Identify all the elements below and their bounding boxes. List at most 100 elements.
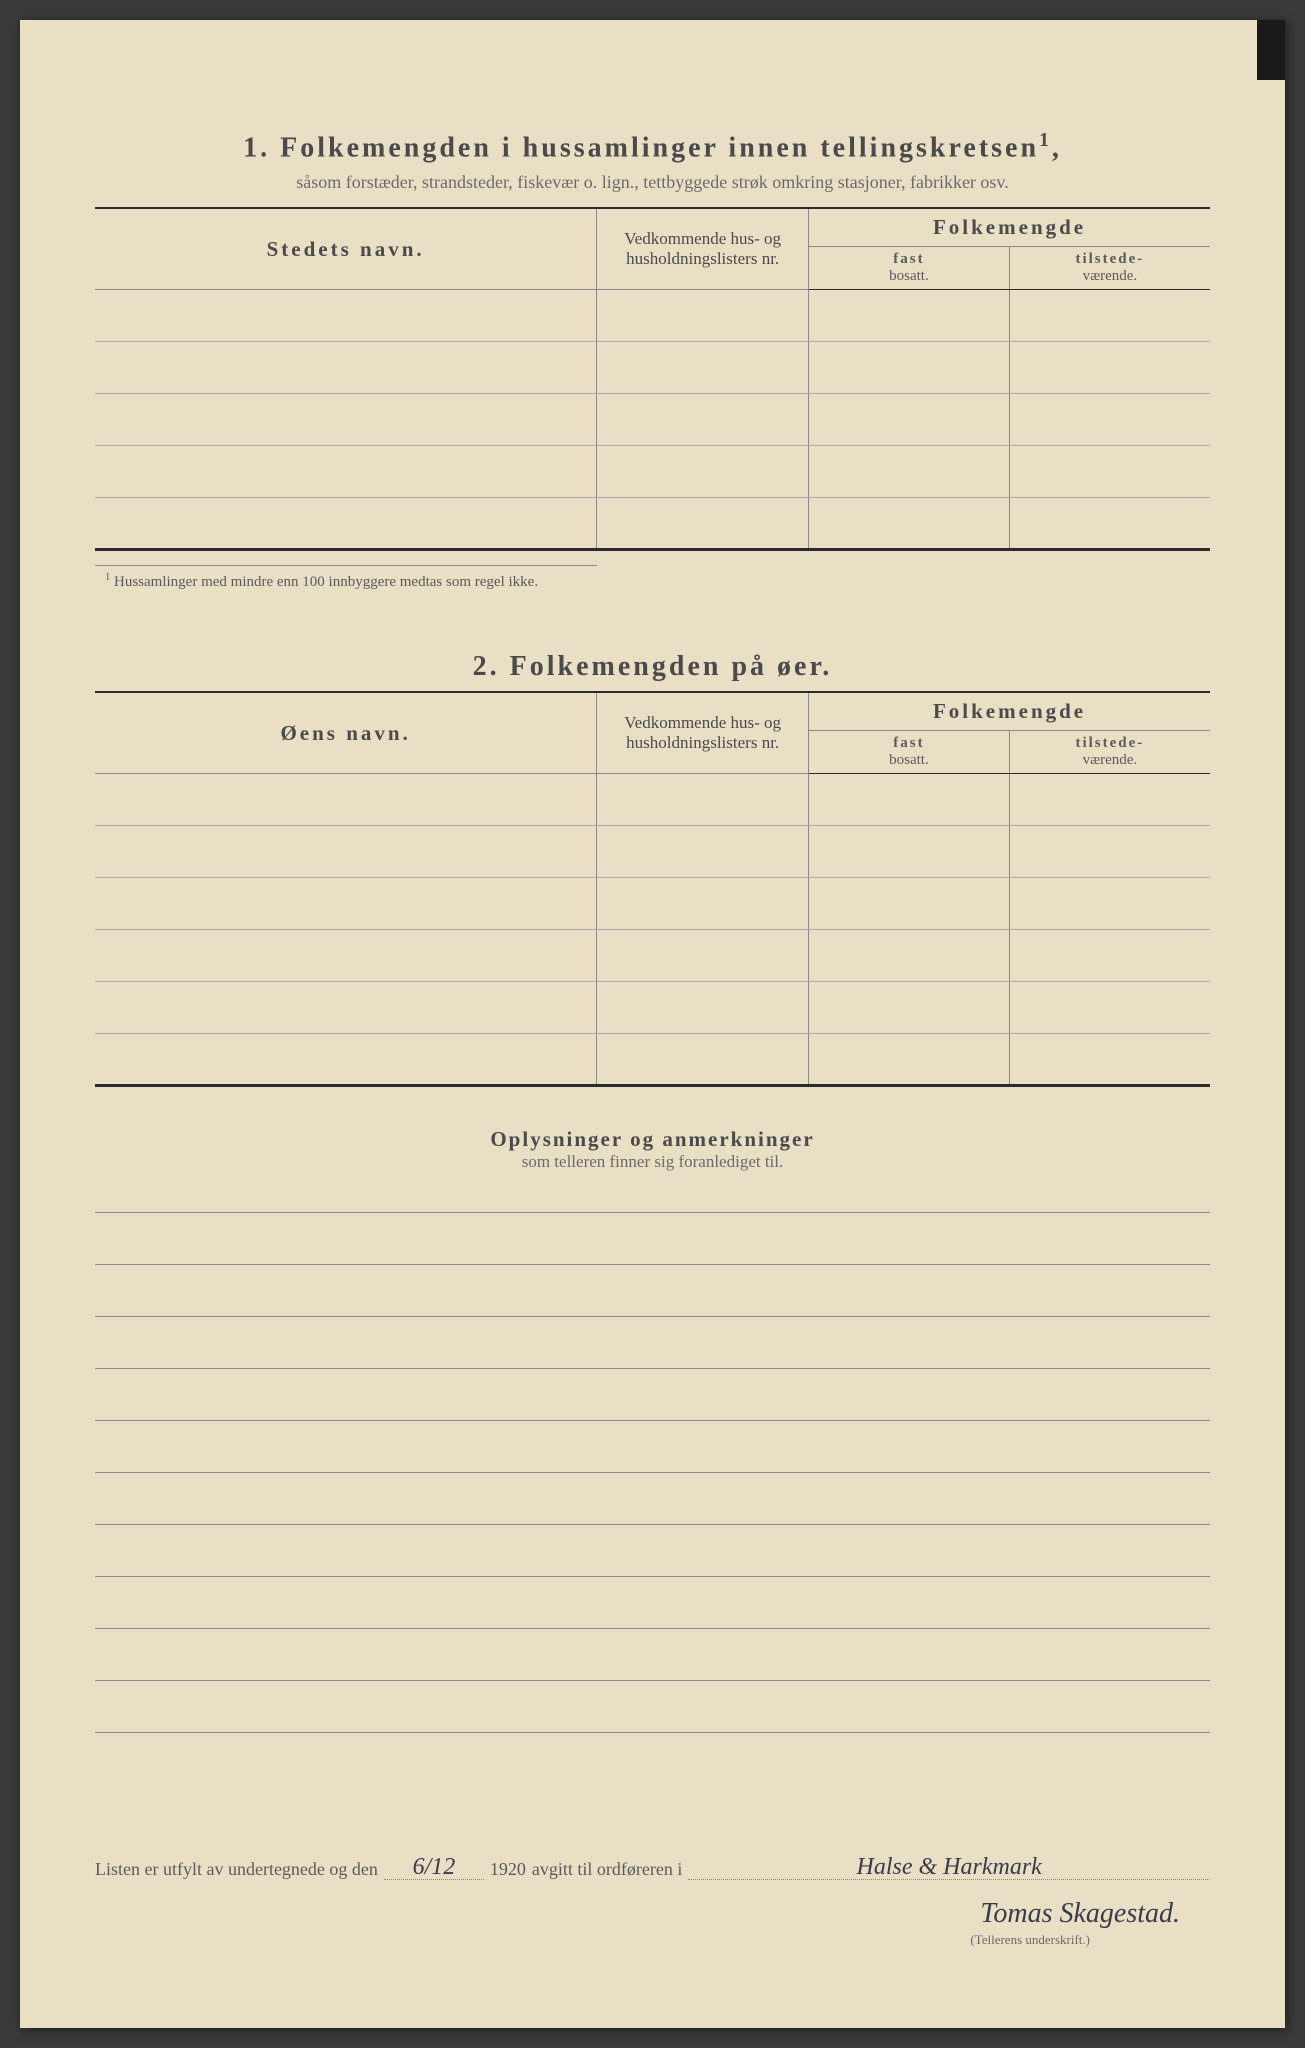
col-header-population: Folkemengde xyxy=(809,208,1210,247)
signature-line: Listen er utfylt av undertegnede og den … xyxy=(95,1855,1210,1880)
ruled-line xyxy=(95,1577,1210,1629)
table-row xyxy=(95,930,1210,982)
fast-top: fast xyxy=(813,251,1005,268)
col-header-fast-2: fast bosatt. xyxy=(809,731,1010,774)
section-1-number: 1. xyxy=(243,132,270,163)
table-cell xyxy=(809,1034,1010,1086)
table-row xyxy=(95,774,1210,826)
table-cell xyxy=(597,878,809,930)
ruled-line xyxy=(95,1421,1210,1473)
table-cell xyxy=(597,290,809,342)
sig-prefix: Listen er utfylt av undertegnede og den xyxy=(95,1859,378,1880)
table-cell xyxy=(809,878,1010,930)
table-cell xyxy=(1009,290,1210,342)
table-cell xyxy=(809,826,1010,878)
section-2-title: 2. Folkemengden på øer. xyxy=(95,651,1210,683)
table-row xyxy=(95,826,1210,878)
table-cell xyxy=(95,1034,597,1086)
table-row xyxy=(95,446,1210,498)
tilstede-top: tilstede- xyxy=(1014,251,1206,268)
table-cell xyxy=(597,446,809,498)
section-1-subtitle: såsom forstæder, strandsteder, fiskevær … xyxy=(95,172,1210,193)
remarks-lines xyxy=(95,1212,1210,1733)
sig-date: 6/12 xyxy=(384,1855,484,1880)
table-cell xyxy=(95,930,597,982)
archive-edge-tab xyxy=(1257,20,1285,80)
ruled-line xyxy=(95,1525,1210,1577)
table-cell xyxy=(1009,498,1210,550)
table-cell xyxy=(809,774,1010,826)
table-cell xyxy=(95,446,597,498)
section-2-rows xyxy=(95,774,1210,1086)
table-row xyxy=(95,290,1210,342)
signature-name: Tomas Skagestad. xyxy=(95,1898,1210,1930)
table-cell xyxy=(1009,878,1210,930)
section-1-sup: 1 xyxy=(1039,130,1052,151)
sig-place: Halse & Harkmark xyxy=(688,1855,1210,1880)
col-header-name: Stedets navn. xyxy=(95,208,597,290)
table-cell xyxy=(809,982,1010,1034)
ruled-line xyxy=(95,1213,1210,1265)
col-header-population-2: Folkemengde xyxy=(809,692,1210,731)
fast-bottom: bosatt. xyxy=(889,268,929,284)
table-cell xyxy=(597,930,809,982)
table-cell xyxy=(597,982,809,1034)
col-header-fast: fast bosatt. xyxy=(809,247,1010,290)
table-cell xyxy=(1009,982,1210,1034)
col-header-tilstede-2: tilstede- værende. xyxy=(1009,731,1210,774)
footnote-marker: 1 xyxy=(105,572,110,583)
section-2-table: Øens navn. Vedkommende hus- og husholdni… xyxy=(95,691,1210,1087)
table-cell xyxy=(95,394,597,446)
ruled-line xyxy=(95,1369,1210,1421)
table-cell xyxy=(597,1034,809,1086)
table-cell xyxy=(597,826,809,878)
table-cell xyxy=(95,774,597,826)
table-cell xyxy=(809,446,1010,498)
table-cell xyxy=(1009,774,1210,826)
table-cell xyxy=(1009,342,1210,394)
table-cell xyxy=(597,342,809,394)
section-1: 1. Folkemengden i hussamlinger innen tel… xyxy=(95,130,1210,591)
ruled-line xyxy=(95,1265,1210,1317)
table-cell xyxy=(95,878,597,930)
ruled-line xyxy=(95,1629,1210,1681)
table-row xyxy=(95,498,1210,550)
section-1-title-text: Folkemengden i hussamlinger innen tellin… xyxy=(280,132,1039,163)
tilstede-bottom-2: værende. xyxy=(1083,752,1138,768)
fast-top-2: fast xyxy=(813,735,1005,752)
table-cell xyxy=(809,290,1010,342)
table-cell xyxy=(95,982,597,1034)
section-1-footnote: 1 Hussamlinger med mindre enn 100 innbyg… xyxy=(95,565,597,591)
signature-block: Listen er utfylt av undertegnede og den … xyxy=(95,1855,1210,1948)
col-header-tilstede: tilstede- værende. xyxy=(1009,247,1210,290)
table-cell xyxy=(809,498,1010,550)
table-cell xyxy=(597,774,809,826)
remarks-title: Oplysninger og anmerkninger xyxy=(95,1127,1210,1152)
table-cell xyxy=(95,290,597,342)
section-2: 2. Folkemengden på øer. Øens navn. Vedko… xyxy=(95,651,1210,1087)
col-header-list: Vedkommende hus- og husholdningslisters … xyxy=(597,208,809,290)
fast-bottom-2: bosatt. xyxy=(889,752,929,768)
ruled-line xyxy=(95,1473,1210,1525)
remarks-subtitle: som telleren finner sig foranlediget til… xyxy=(95,1152,1210,1172)
tilstede-top-2: tilstede- xyxy=(1014,735,1206,752)
section-2-number: 2. xyxy=(473,651,500,682)
table-row xyxy=(95,342,1210,394)
table-cell xyxy=(1009,930,1210,982)
ruled-line xyxy=(95,1681,1210,1733)
table-cell xyxy=(1009,1034,1210,1086)
table-cell xyxy=(809,930,1010,982)
table-row xyxy=(95,394,1210,446)
table-cell xyxy=(1009,394,1210,446)
table-cell xyxy=(1009,446,1210,498)
col-header-list-2: Vedkommende hus- og husholdningslisters … xyxy=(597,692,809,774)
ruled-line xyxy=(95,1317,1210,1369)
sig-mid: avgitt til ordføreren i xyxy=(532,1859,682,1880)
table-cell xyxy=(95,342,597,394)
sig-year: 1920 xyxy=(490,1859,526,1880)
table-row xyxy=(95,1034,1210,1086)
tilstede-bottom: værende. xyxy=(1083,268,1138,284)
footnote-text: Hussamlinger med mindre enn 100 innbygge… xyxy=(114,574,538,590)
col-header-name-2: Øens navn. xyxy=(95,692,597,774)
census-form-page: 1. Folkemengden i hussamlinger innen tel… xyxy=(20,20,1285,2028)
